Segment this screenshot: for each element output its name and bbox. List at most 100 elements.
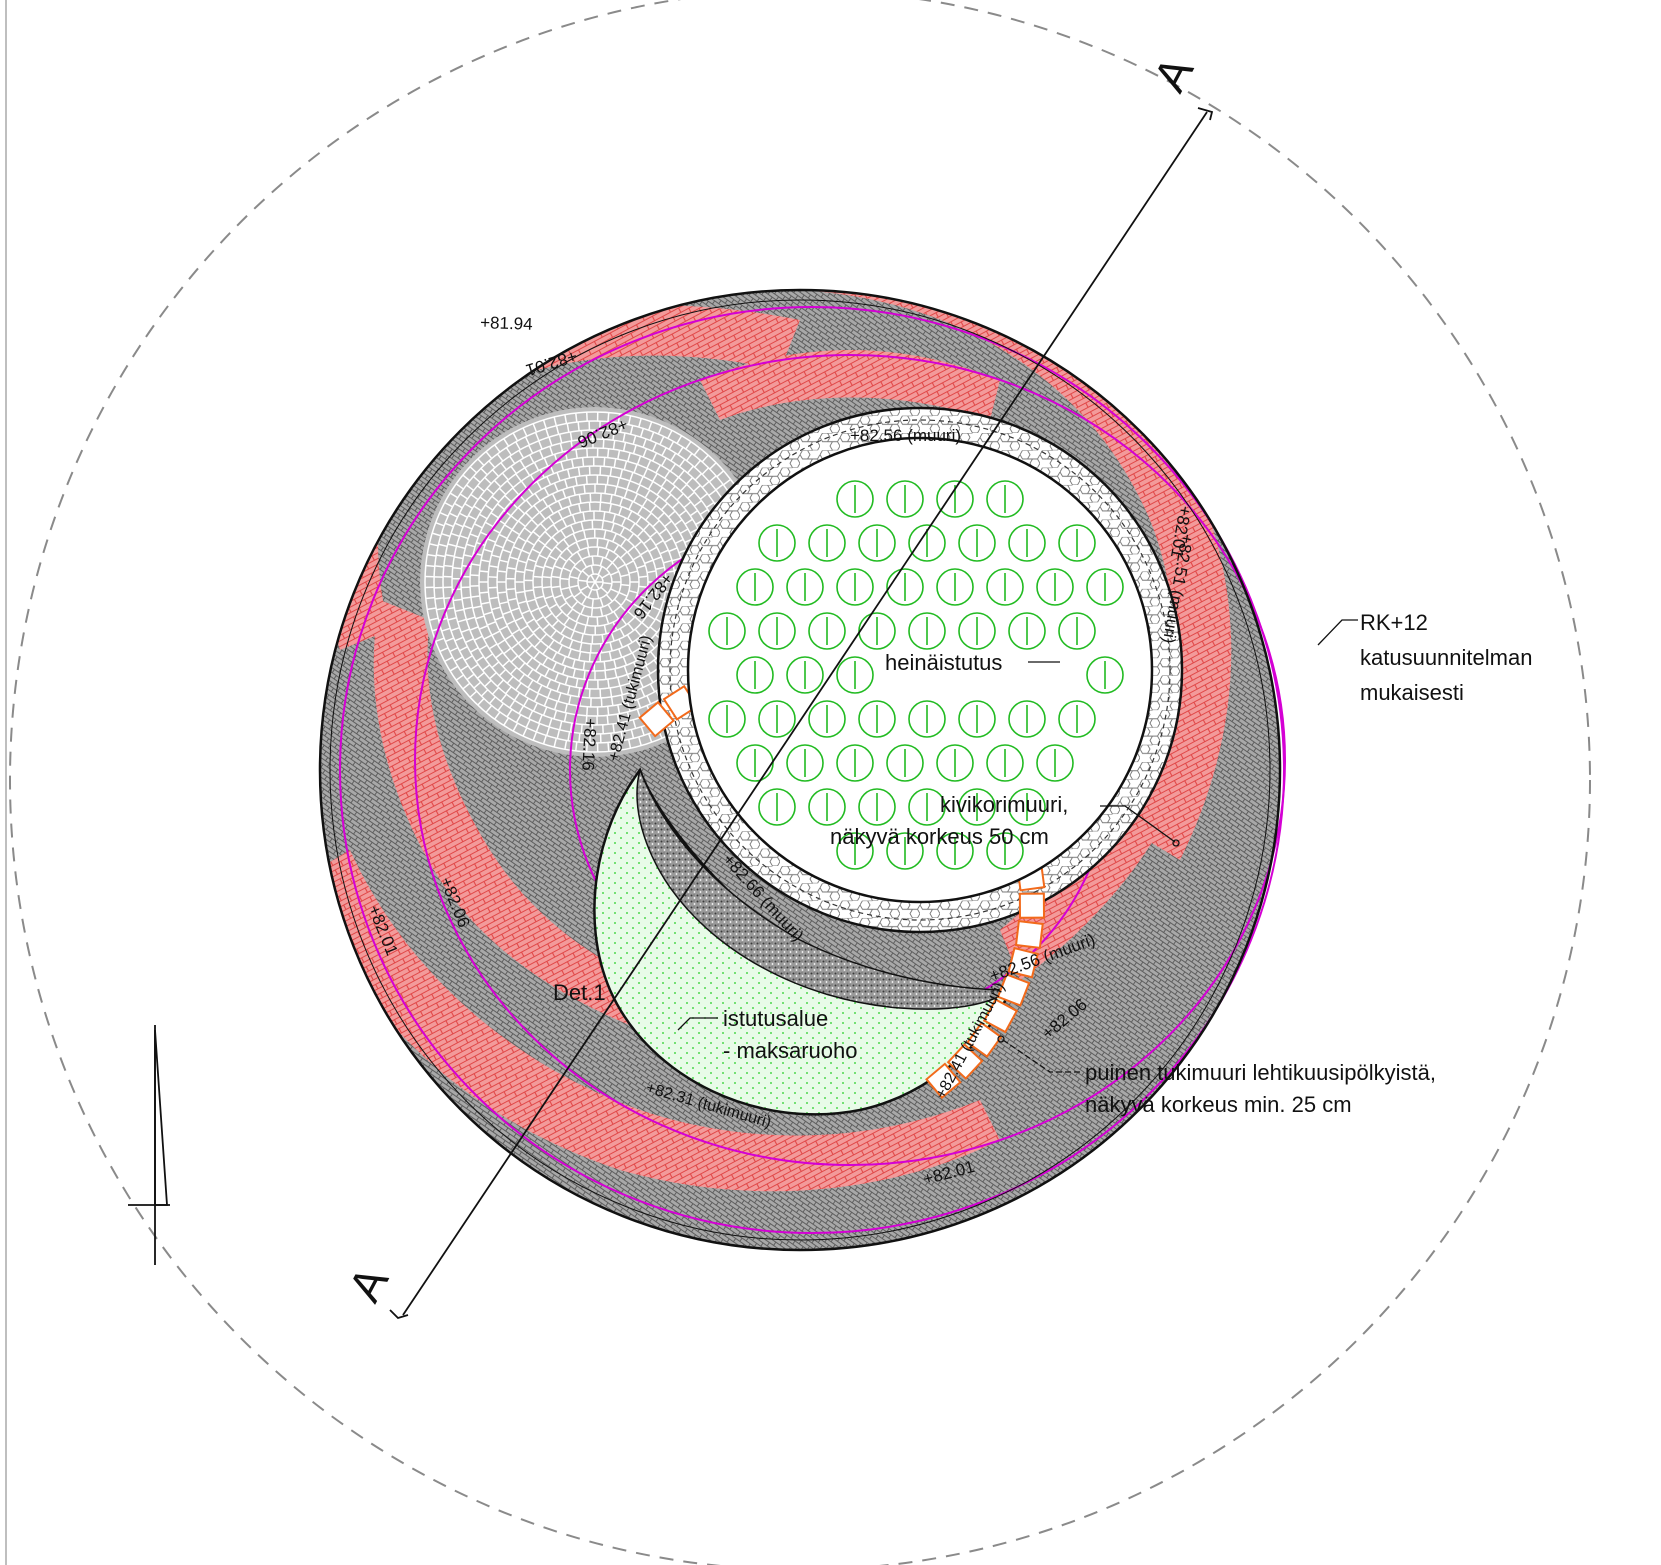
grass-plant-icon <box>986 832 1024 870</box>
grass-plant-icon <box>836 744 874 782</box>
leader-istutusalue <box>677 1017 718 1031</box>
grass-plant-icon <box>836 832 874 870</box>
label-rk-line3: mukaisesti <box>1360 680 1464 705</box>
grass-plant-icon <box>1058 700 1096 738</box>
grass-plant-icon <box>886 832 924 870</box>
leader-rk <box>1317 619 1358 646</box>
grass-symbols <box>708 480 1124 870</box>
red-paving-band-2 <box>320 850 1000 1192</box>
grass-plant-icon <box>758 700 796 738</box>
grass-plant-icon <box>736 656 774 694</box>
label-puinen-line1: puinen tukimuuri lehtikuusipölkyistä, <box>1085 1060 1436 1085</box>
leader-puinen-dot <box>997 1035 1005 1043</box>
grass-plant-icon <box>758 788 796 826</box>
grass-plant-icon <box>958 612 996 650</box>
contour-82-06 <box>414 354 1286 1166</box>
grass-plant-icon <box>708 700 746 738</box>
grass-planting-circle <box>686 436 1154 904</box>
elev-82-16-b: +82.16 <box>578 718 600 771</box>
grass-plant-icon <box>808 524 846 562</box>
grass-plant-icon <box>936 744 974 782</box>
grass-plant-icon <box>836 656 874 694</box>
label-det1: Det.1 <box>553 980 606 1005</box>
timber-block <box>638 700 675 738</box>
north-arrow <box>128 1025 170 1265</box>
elev-81-94: +81.94 <box>480 313 533 334</box>
timber-block <box>946 1043 984 1080</box>
label-puinen-line2: näkyvä korkeus min. 25 cm <box>1085 1092 1352 1117</box>
grass-plant-icon <box>958 700 996 738</box>
leader-kivikori-dot <box>1172 839 1180 847</box>
label-kivikori-line1: kivikorimuuri, <box>940 792 1068 817</box>
grass-plant-icon <box>836 568 874 606</box>
grass-plant-icon <box>808 788 846 826</box>
grass-plant-icon <box>908 524 946 562</box>
label-kivikori-line2: näkyvä korkeus 50 cm <box>830 824 1049 849</box>
leader-kivikori <box>1100 805 1176 843</box>
section-marker-bottom: A <box>338 1258 398 1310</box>
timber-block <box>966 1021 1003 1058</box>
label-rk-line2: katusuunnitelman <box>1360 645 1532 670</box>
grass-plant-icon <box>1036 744 1074 782</box>
grass-plant-icon <box>958 788 996 826</box>
grass-plant-icon <box>1086 656 1124 694</box>
grass-plant-icon <box>1086 568 1124 606</box>
grass-plant-icon <box>786 744 824 782</box>
grass-plant-icon <box>1008 788 1046 826</box>
grass-plant-icon <box>886 480 924 518</box>
outer-dashed-circle <box>9 0 1591 1565</box>
timber-block <box>996 973 1031 1007</box>
grass-plant-icon <box>936 568 974 606</box>
grass-plant-icon <box>836 480 874 518</box>
grass-plant-icon <box>808 700 846 738</box>
grass-plant-icon <box>936 832 974 870</box>
grass-plant-icon <box>858 700 896 738</box>
gabion-ring-inner-dashed <box>669 419 1171 921</box>
grass-plant-icon <box>858 788 896 826</box>
grass-plant-icon <box>908 612 946 650</box>
timber-block <box>1018 892 1046 919</box>
annotation-labels: RK+12 katusuunnitelman mukaisesti heinäi… <box>553 610 1532 1117</box>
paving-edge-inner <box>329 299 1271 1241</box>
grass-plant-icon <box>1008 700 1046 738</box>
timber-block <box>1007 946 1039 979</box>
grass-plant-icon <box>936 480 974 518</box>
grass-plant-icon <box>736 568 774 606</box>
grass-plant-icon <box>708 612 746 650</box>
label-rk-line1: RK+12 <box>1360 610 1428 635</box>
red-paving-band-5 <box>700 350 1000 420</box>
section-marker-top: A <box>1143 48 1203 100</box>
grass-plant-icon <box>858 612 896 650</box>
section-line-a-a <box>389 107 1214 1320</box>
grass-plant-icon <box>786 656 824 694</box>
grass-plant-icon <box>886 568 924 606</box>
grass-plant-icon <box>786 568 824 606</box>
label-heinaistutus: heinäistutus <box>885 650 1002 675</box>
grass-plant-icon <box>858 524 896 562</box>
leader-lines <box>677 619 1358 1073</box>
grass-plant-icon <box>986 744 1024 782</box>
grass-plant-icon <box>908 788 946 826</box>
elev-82-56-muuri-top: +82.56 (muuri) <box>850 426 961 445</box>
grass-plant-icon <box>758 524 796 562</box>
grass-plant-icon <box>958 524 996 562</box>
timber-block <box>982 998 1019 1034</box>
grass-plant-icon <box>986 568 1024 606</box>
label-istutusalue-line2: - maksaruoho <box>723 1038 858 1063</box>
grass-plant-icon <box>1058 524 1096 562</box>
timber-block <box>925 1062 962 1100</box>
timber-block <box>1014 920 1044 949</box>
grass-plant-icon <box>758 612 796 650</box>
leader-puinen <box>1002 1039 1080 1073</box>
grass-plant-icon <box>808 612 846 650</box>
grass-plant-icon <box>886 744 924 782</box>
grass-plant-icon <box>1008 612 1046 650</box>
grass-plant-icon <box>1036 568 1074 606</box>
grass-plant-icon <box>986 480 1024 518</box>
grass-plant-icon <box>908 700 946 738</box>
grass-plant-icon <box>1058 612 1096 650</box>
paving-outline <box>318 288 1282 1252</box>
grass-plant-icon <box>1008 524 1046 562</box>
label-istutusalue-line1: istutusalue <box>723 1006 828 1031</box>
